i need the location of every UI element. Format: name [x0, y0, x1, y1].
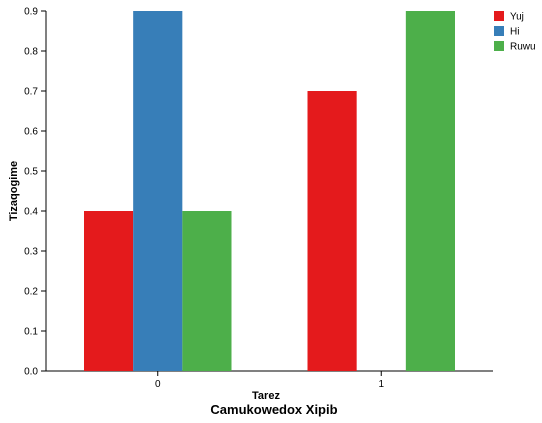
legend-label-hi: Hi	[510, 27, 519, 38]
legend-label-ruwu: Ruwu	[510, 42, 536, 53]
y-tick-label: 0.2	[24, 287, 38, 298]
y-axis: 0.0 0.1 0.2 0.3 0.4 0.5 0.6 0.7 0.8 0.9	[24, 7, 47, 378]
legend-swatch-yuj	[494, 11, 504, 21]
x-tick-label: 1	[378, 379, 384, 390]
x-axis-title: Tarez	[252, 390, 280, 402]
bars	[84, 11, 455, 371]
y-tick-label: 0.1	[24, 327, 38, 338]
legend-swatch-ruwu	[494, 41, 504, 51]
bar-ruwu-0	[182, 211, 232, 371]
y-tick-label: 0.4	[24, 207, 38, 218]
legend-swatch-hi	[494, 26, 504, 36]
y-tick-label: 0.5	[24, 167, 38, 178]
y-tick-label: 0.6	[24, 127, 38, 138]
y-tick-label: 0.7	[24, 87, 38, 98]
y-tick-label: 0.9	[24, 7, 38, 18]
bar-yuj-1	[307, 91, 357, 371]
y-axis-title: Tizaqogime	[8, 161, 20, 221]
y-tick-label: 0.8	[24, 47, 38, 58]
bar-hi-0	[133, 11, 183, 371]
chart-title: Camukowedox Xipib	[210, 402, 337, 417]
y-tick-label: 0.0	[24, 367, 38, 378]
x-tick-label: 0	[155, 379, 161, 390]
legend-label-yuj: Yuj	[510, 12, 524, 23]
legend: Yuj Hi Ruwu	[494, 11, 536, 53]
bar-yuj-0	[84, 211, 134, 371]
bar-ruwu-1	[405, 11, 455, 371]
y-tick-label: 0.3	[24, 247, 38, 258]
